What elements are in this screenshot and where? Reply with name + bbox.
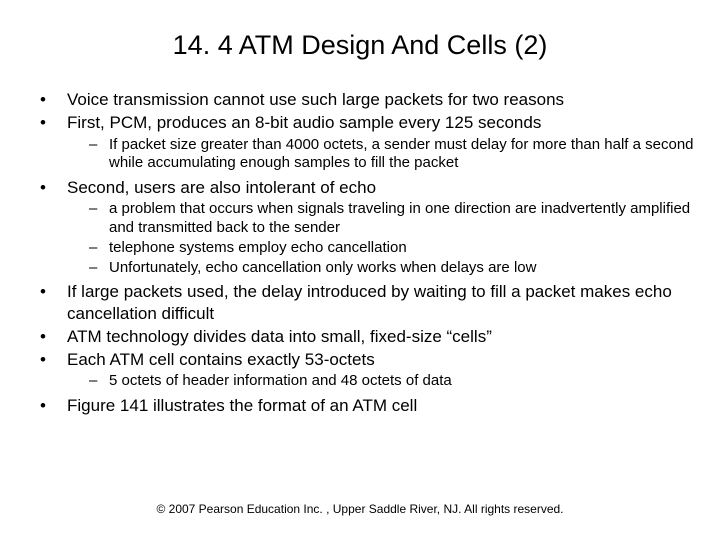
bullet-item: If large packets used, the delay introdu… xyxy=(25,281,695,324)
sub-bullet-text: a problem that occurs when signals trave… xyxy=(109,200,690,236)
bullet-text: If large packets used, the delay introdu… xyxy=(67,282,672,322)
bullet-item: Each ATM cell contains exactly 53-octets… xyxy=(25,349,695,391)
bullet-text: Second, users are also intolerant of ech… xyxy=(67,178,376,197)
bullet-list: Voice transmission cannot use such large… xyxy=(25,89,695,416)
sub-bullet-item: 5 octets of header information and 48 oc… xyxy=(67,372,695,391)
sub-bullet-text: Unfortunately, echo cancellation only wo… xyxy=(109,259,536,276)
sub-bullet-item: Unfortunately, echo cancellation only wo… xyxy=(67,259,695,278)
sub-bullet-item: telephone systems employ echo cancellati… xyxy=(67,239,695,258)
sub-bullet-text: 5 octets of header information and 48 oc… xyxy=(109,372,452,389)
slide-title: 14. 4 ATM Design And Cells (2) xyxy=(25,30,695,61)
bullet-item: ATM technology divides data into small, … xyxy=(25,326,695,347)
sub-bullet-list: a problem that occurs when signals trave… xyxy=(67,200,695,277)
sub-bullet-text: If packet size greater than 4000 octets,… xyxy=(109,136,694,172)
bullet-item: First, PCM, produces an 8-bit audio samp… xyxy=(25,112,695,173)
bullet-text: First, PCM, produces an 8-bit audio samp… xyxy=(67,113,541,132)
sub-bullet-list: If packet size greater than 4000 octets,… xyxy=(67,136,695,174)
bullet-text: ATM technology divides data into small, … xyxy=(67,327,492,346)
copyright-text: © 2007 Pearson Education Inc. , Upper Sa… xyxy=(0,502,720,516)
bullet-text: Figure 141 illustrates the format of an … xyxy=(67,396,417,415)
bullet-item: Figure 141 illustrates the format of an … xyxy=(25,395,695,416)
sub-bullet-list: 5 octets of header information and 48 oc… xyxy=(67,372,695,391)
sub-bullet-item: a problem that occurs when signals trave… xyxy=(67,200,695,238)
sub-bullet-item: If packet size greater than 4000 octets,… xyxy=(67,136,695,174)
bullet-item: Second, users are also intolerant of ech… xyxy=(25,177,695,277)
bullet-item: Voice transmission cannot use such large… xyxy=(25,89,695,110)
bullet-text: Each ATM cell contains exactly 53-octets xyxy=(67,350,375,369)
bullet-text: Voice transmission cannot use such large… xyxy=(67,90,564,109)
sub-bullet-text: telephone systems employ echo cancellati… xyxy=(109,239,407,256)
